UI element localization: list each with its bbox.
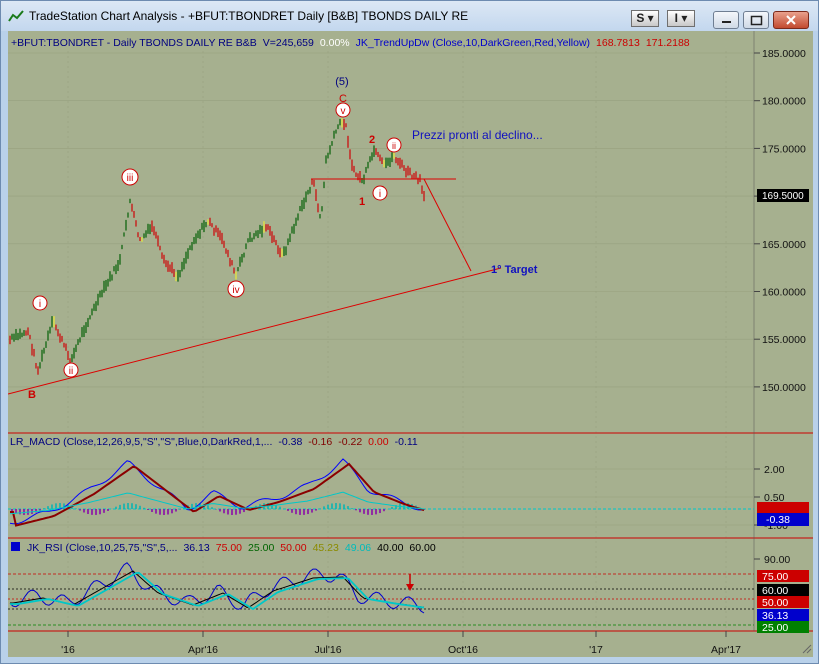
time-tick-label: Apr'16: [188, 644, 218, 656]
price-tick-label: 175.0000: [762, 143, 806, 155]
svg-text:iv: iv: [232, 285, 239, 296]
wave-5-label: (5): [335, 76, 348, 88]
rsi-level-badge: 60.00: [762, 585, 788, 597]
price-axis: 185.0000180.0000175.0000170.0000165.0000…: [754, 48, 806, 394]
price-tick-label: 155.0000: [762, 334, 806, 346]
svg-text:v: v: [341, 106, 346, 117]
time-tick-label: Oct'16: [448, 644, 478, 656]
resize-grip-icon[interactable]: [802, 644, 812, 654]
time-tick-label: Apr'17: [711, 644, 741, 656]
last-price-badge: 169.5000: [757, 189, 809, 202]
wave-i-marker: i: [32, 295, 48, 311]
price-tick-label: 165.0000: [762, 239, 806, 251]
maximize-button[interactable]: [743, 11, 769, 29]
chart-canvas[interactable]: +BFUT:TBONDRET - Daily TBONDS DAILY RE B…: [8, 31, 813, 657]
window-title: TradeStation Chart Analysis - +BFUT:TBON…: [29, 9, 469, 23]
macd-value-badge: -0.38: [766, 514, 790, 526]
price-bars: [9, 118, 425, 375]
close-button[interactable]: [773, 11, 809, 29]
wave-v-marker: v: [335, 102, 351, 118]
minimize-button[interactable]: [713, 11, 739, 29]
subwave-i-marker: i: [372, 185, 388, 201]
svg-text:169.5000: 169.5000: [762, 191, 804, 202]
rsi-level-badge: 25.00: [762, 622, 788, 634]
svg-text:2.00: 2.00: [764, 464, 785, 476]
wave-2-label: 2: [369, 134, 375, 146]
price-grid: [8, 51, 754, 631]
rsi-level-badge: 36.13: [762, 610, 788, 622]
wave-b-label: B: [28, 389, 36, 401]
close-icon: [786, 15, 796, 25]
time-axis: '16 Apr'16 Jul'16 Oct'16 '17 Apr'17: [61, 631, 741, 656]
target-label: 1° Target: [491, 264, 538, 276]
rsi-level-badge: 50.00: [762, 597, 788, 609]
support-trendline: [8, 267, 502, 395]
wave-ii-marker: ii: [63, 362, 79, 378]
time-tick-label: '17: [589, 644, 603, 656]
time-tick-label: '16: [61, 644, 75, 656]
target-arrow-line: [423, 178, 472, 272]
svg-text:ii: ii: [69, 366, 73, 377]
svg-text:i: i: [379, 189, 381, 200]
svg-text:90.00: 90.00: [764, 554, 790, 566]
wave-1-label: 1: [359, 196, 365, 208]
rsi-level-badge: 75.00: [762, 571, 788, 583]
rsi-color-swatch: [11, 542, 20, 551]
insert-dropdown-button[interactable]: I ▾: [667, 10, 695, 27]
price-tick-label: 150.0000: [762, 382, 806, 394]
price-tick-label: 160.0000: [762, 287, 806, 299]
svg-text:iii: iii: [127, 173, 134, 184]
chart-area[interactable]: +BFUT:TBONDRET - Daily TBONDS DAILY RE B…: [8, 31, 813, 657]
title-bar[interactable]: TradeStation Chart Analysis - +BFUT:TBON…: [1, 1, 818, 31]
svg-text:ii: ii: [392, 141, 396, 151]
rsi-label: JK_RSI (Close,10,25,75,"S",5,... 36.13 75.…: [27, 542, 436, 554]
comment-text: Prezzi pronti al declino...: [412, 128, 543, 142]
wave-iv-marker: iv: [227, 280, 245, 298]
tradestation-app-icon: [8, 10, 24, 22]
price-tick-label: 180.0000: [762, 96, 806, 108]
styles-dropdown-button[interactable]: S ▾: [631, 10, 659, 27]
svg-text:i: i: [39, 299, 41, 310]
macd-panel: 2.000.50-1.00-0.38: [8, 458, 809, 532]
wave-iii-marker: iii: [121, 168, 139, 186]
svg-text:0.50: 0.50: [764, 492, 785, 504]
wave-c-label: C: [339, 93, 347, 105]
symbol-label: +BFUT:TBONDRET - Daily TBONDS DAILY RE B…: [11, 37, 690, 49]
time-tick-label: Jul'16: [314, 644, 341, 656]
minimize-icon: [722, 21, 731, 23]
price-tick-label: 185.0000: [762, 48, 806, 60]
maximize-icon: [750, 15, 763, 26]
subwave-ii-marker: ii: [386, 137, 402, 153]
macd-label: LR_MACD (Close,12,26,9,5,"S","S",Blue,0,…: [10, 436, 418, 448]
